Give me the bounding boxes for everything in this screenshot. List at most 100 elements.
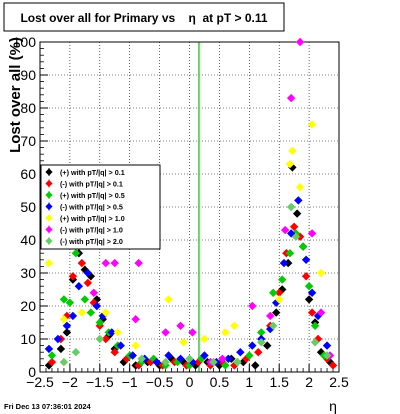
data-point: [164, 295, 173, 304]
data-point: [128, 351, 137, 360]
data-point: [307, 229, 317, 238]
data-point: [285, 159, 295, 169]
data-point: [233, 357, 242, 367]
data-point: [245, 351, 254, 360]
y-tick-label: 30: [20, 265, 36, 281]
timestamp-footer: Fri Dec 13 07:36:01 2024: [4, 402, 92, 411]
data-point: [285, 249, 295, 258]
data-point: [77, 258, 87, 268]
x-axis-label: η: [329, 398, 337, 414]
data-point: [279, 258, 289, 268]
y-tick-label: 90: [20, 67, 36, 83]
data-point: [47, 351, 57, 360]
data-point: [164, 351, 173, 360]
data-point: [62, 328, 72, 337]
x-tick-label: 1.5: [269, 374, 289, 390]
data-point: [272, 308, 281, 317]
data-point: [44, 344, 54, 354]
data-points: [44, 37, 338, 370]
data-point: [74, 282, 84, 291]
x-tick-label: −0.5: [146, 374, 174, 390]
data-point: [62, 311, 72, 321]
legend-label: (-) with pT/|q| > 0.1: [60, 180, 123, 189]
y-tick-label: 40: [20, 232, 36, 248]
data-point: [152, 357, 161, 367]
data-point: [322, 341, 332, 350]
data-point: [294, 196, 303, 205]
legend-marker: [45, 191, 53, 199]
data-point: [71, 348, 81, 357]
data-point: [251, 361, 260, 370]
data-point: [188, 328, 197, 337]
data-point: [304, 295, 314, 304]
data-point: [47, 357, 57, 367]
legend-marker: [45, 179, 53, 188]
data-point: [116, 341, 125, 350]
data-point: [95, 318, 104, 327]
x-tick-label: 0.5: [210, 374, 230, 390]
data-point: [307, 288, 317, 297]
data-point: [298, 242, 308, 251]
data-point: [107, 328, 116, 337]
data-point: [59, 357, 69, 367]
data-point: [322, 351, 332, 360]
data-point: [185, 354, 194, 363]
data-point: [289, 222, 299, 231]
data-point: [221, 361, 230, 370]
data-point: [95, 334, 104, 344]
data-point: [277, 275, 287, 284]
data-point: [275, 288, 284, 297]
data-point: [218, 354, 227, 363]
data-point: [275, 295, 284, 304]
y-tick-label: 60: [20, 166, 36, 182]
data-point: [307, 120, 317, 129]
data-point: [137, 354, 146, 363]
data-point: [254, 348, 263, 357]
data-point: [59, 295, 69, 304]
data-point: [269, 321, 278, 330]
y-tick-label: 100: [13, 34, 37, 50]
data-point: [310, 321, 320, 330]
legend-label: (-) with pT/|q| > 2.0: [60, 237, 123, 246]
data-point: [161, 328, 170, 337]
x-tick-label: 1: [245, 374, 253, 390]
data-point: [248, 341, 257, 350]
title-frame: [3, 2, 285, 32]
data-point: [56, 344, 66, 354]
chart-title: Lost over all for Primary vs η at pT > 0…: [20, 11, 267, 25]
data-point: [134, 258, 143, 268]
data-point: [176, 354, 185, 363]
x-tick-label: −2.5: [26, 374, 54, 390]
data-point: [257, 328, 266, 337]
data-point: [200, 334, 209, 344]
data-point: [288, 146, 297, 156]
data-point: [62, 321, 72, 330]
data-point: [92, 301, 102, 311]
data-point: [110, 258, 119, 268]
data-point: [113, 328, 122, 337]
title-box: Lost over all for Primary vs η at pT > 0…: [3, 2, 285, 32]
data-point: [200, 351, 209, 360]
legend-marker: [45, 225, 53, 234]
data-point: [101, 258, 110, 268]
data-point: [71, 249, 81, 258]
legend-label: (-) with pT/|q| > 0.5: [60, 203, 123, 212]
data-point: [131, 315, 140, 324]
data-point: [291, 232, 301, 241]
data-point: [286, 202, 296, 212]
y-tick-label: 10: [20, 331, 36, 347]
data-point: [68, 311, 78, 321]
legend-marker: [45, 168, 53, 176]
x-tick-label: 2.5: [329, 374, 349, 390]
legend-marker: [45, 202, 53, 211]
data-point: [221, 328, 230, 337]
data-point: [286, 93, 296, 103]
legend: (+) with pT/|q| > 0.1 (-) with pT/|q| > 0…: [40, 164, 161, 250]
data-point: [316, 268, 326, 278]
legend-marker: [45, 237, 53, 245]
data-point: [89, 288, 99, 297]
data-point: [161, 357, 170, 367]
data-point: [269, 288, 278, 297]
data-point: [224, 354, 233, 363]
